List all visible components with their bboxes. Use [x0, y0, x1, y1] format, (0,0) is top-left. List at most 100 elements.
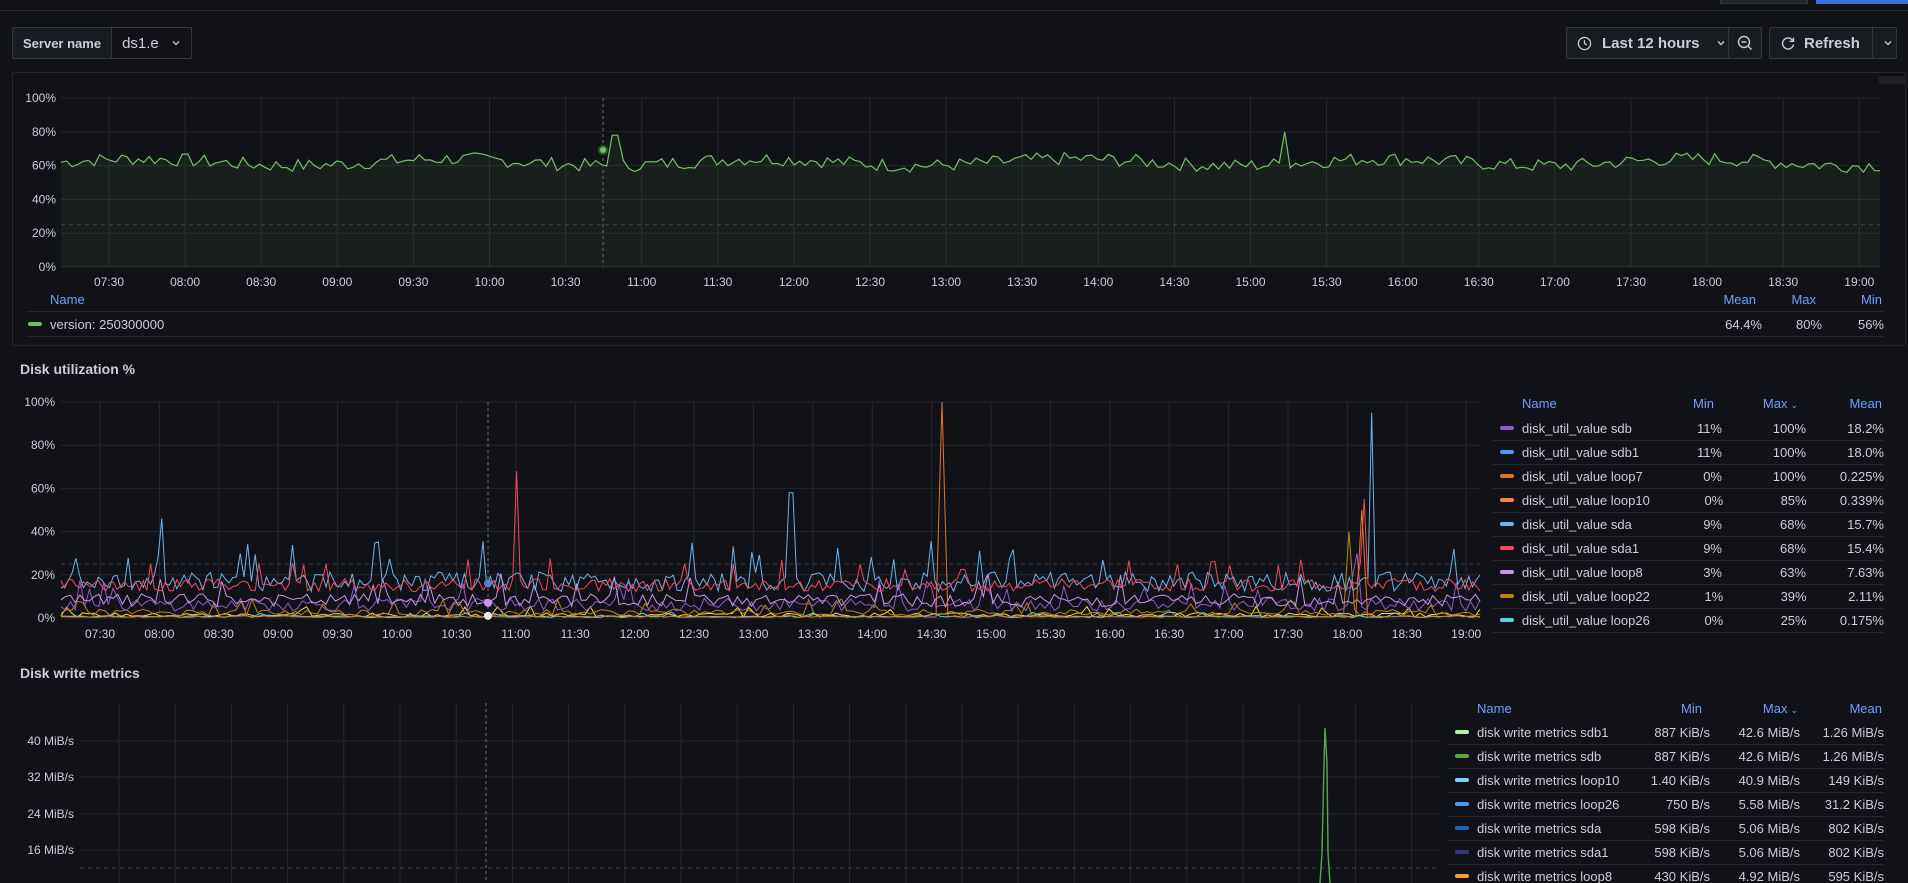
legend-series-name: disk write metrics loop26 [1477, 796, 1620, 812]
legend-row[interactable]: disk_util_value sda 9% 68% 15.7% [1492, 512, 1884, 537]
legend-row[interactable]: disk_util_value sda1 9% 68% 15.4% [1492, 536, 1884, 561]
legend-series-name: disk_util_value loop22 [1521, 588, 1650, 604]
legend-row[interactable]: disk_util_value loop8 3% 63% 7.63% [1492, 560, 1884, 585]
legend-row[interactable]: disk_util_value loop22 1% 39% 2.11% [1492, 584, 1884, 609]
legend-header-min[interactable]: Min [1681, 701, 1702, 716]
legend-max: 25% [1780, 612, 1807, 628]
y-tick-label: 0% [39, 260, 57, 274]
legend-header-mean[interactable]: Mean [1849, 701, 1882, 716]
hover-point [484, 611, 492, 620]
chevron-down-icon [1716, 38, 1726, 48]
legend-mean: 0.339% [1839, 492, 1884, 508]
legend-row[interactable]: disk write metrics sda1 598 KiB/s 5.06 MiB… [1447, 840, 1884, 865]
save-dashboard-button[interactable] [1816, 0, 1908, 4]
legend-row[interactable]: disk write metrics sdb1 887 KiB/s 42.6 MiB… [1447, 720, 1884, 745]
legend-row[interactable]: disk write metrics loop10 1.40 KiB/s 40.9 … [1447, 768, 1884, 793]
legend-header-max-label: Max [1762, 701, 1788, 716]
legend-row[interactable]: disk write metrics loop26 750 B/s 5.58 MiB… [1447, 792, 1884, 817]
legend-series-name: disk write metrics loop10 [1477, 772, 1620, 788]
legend-mean: 1.26 MiB/s [1822, 748, 1884, 764]
legend-series-name: version: 250300000 [50, 316, 165, 332]
legend-max: 100% [1772, 444, 1806, 460]
series-color-swatch [1500, 618, 1514, 622]
legend-row[interactable]: disk_util_value loop7 0% 100% 0.225% [1492, 464, 1884, 489]
legend-header-name[interactable]: Name [1522, 396, 1557, 411]
y-tick-label: 16 MiB/s [27, 843, 74, 857]
legend-row[interactable]: disk_util_value loop10 0% 85% 0.339% [1492, 488, 1884, 513]
legend-max: 63% [1779, 564, 1806, 580]
legend-header-max[interactable]: Max ⌄ [1763, 701, 1798, 716]
refresh-button[interactable]: Refresh [1804, 34, 1860, 52]
panel-scrollbar[interactable] [1879, 76, 1905, 84]
x-tick-label: 10:30 [441, 627, 471, 641]
legend-min: 598 KiB/s [1654, 820, 1710, 836]
server-name-select[interactable]: ds1.e [112, 27, 192, 59]
legend-row[interactable]: disk_util_value sdb 11% 100% 18.2% [1492, 416, 1884, 441]
x-tick-label: 18:00 [1332, 627, 1362, 641]
legend-series-name: disk_util_value sda1 [1522, 540, 1640, 556]
series-line [60, 573, 1481, 608]
legend-row[interactable]: version: 250300000 64.4% 80% 56% [26, 311, 1884, 337]
legend-max: 5.58 MiB/s [1738, 796, 1800, 812]
zoom-out-button[interactable] [1728, 27, 1762, 59]
share-button[interactable] [1720, 0, 1808, 4]
legend-header-mean[interactable]: Mean [1723, 292, 1756, 307]
legend-mean: 595 KiB/s [1828, 868, 1884, 883]
x-tick-label: 13:00 [738, 627, 768, 641]
disk-write-chart: 40 MiB/s 32 MiB/s 24 MiB/s 16 MiB/s [27, 703, 1440, 883]
y-tick-label: 40% [32, 192, 56, 206]
version-panel [12, 72, 1906, 346]
zoom-out-icon [1737, 35, 1753, 51]
legend-min: 11% [1696, 444, 1722, 460]
legend-header-name[interactable]: Name [50, 292, 85, 307]
panel-title[interactable]: Disk utilization % [20, 361, 136, 377]
legend-max: 4.92 MiB/s [1738, 868, 1800, 883]
y-tick-label: 20% [31, 568, 55, 582]
legend-series-name: disk_util_value loop7 [1522, 468, 1643, 484]
legend-header-min[interactable]: Min [1693, 396, 1714, 411]
legend-max: 100% [1772, 468, 1806, 484]
x-tick-label: 08:00 [170, 275, 200, 289]
legend-max: 39% [1780, 588, 1807, 604]
legend-series-name: disk_util_value sdb1 [1522, 444, 1640, 460]
x-tick-label: 08:30 [204, 627, 234, 641]
series-color-swatch [1455, 826, 1469, 830]
legend-max: 100% [1772, 420, 1806, 436]
legend-header-name[interactable]: Name [1477, 701, 1512, 716]
series-color-swatch [1455, 850, 1469, 854]
x-tick-label: 16:30 [1154, 627, 1184, 641]
legend-row[interactable]: disk write metrics loop8 430 KiB/s 4.92 Mi… [1447, 864, 1884, 883]
legend-header-min[interactable]: Min [1861, 292, 1882, 307]
refresh-picker[interactable]: Refresh [1769, 27, 1897, 59]
legend-row[interactable]: disk_util_value sdb1 11% 100% 18.0% [1492, 440, 1884, 465]
hover-point [484, 598, 492, 607]
legend-row[interactable]: disk_util_value loop26 0% 25% 0.175% [1492, 608, 1884, 633]
legend-min: 11% [1696, 420, 1722, 436]
panel-title[interactable]: Disk write metrics [20, 665, 140, 681]
legend-min: 0% [1704, 492, 1724, 508]
x-tick-label: 17:30 [1616, 275, 1646, 289]
y-tick-label: 100% [25, 91, 56, 105]
y-tick-label: 60% [31, 481, 55, 495]
legend-min: 3% [1703, 564, 1722, 580]
x-tick-label: 17:00 [1540, 275, 1570, 289]
x-tick-label: 09:30 [398, 275, 428, 289]
legend-header-mean[interactable]: Mean [1849, 396, 1882, 411]
legend-row[interactable]: disk write metrics sdb 887 KiB/s 42.6 MiB/… [1447, 744, 1884, 769]
series-color-swatch [28, 322, 42, 326]
refresh-interval-chevron-icon[interactable] [1883, 38, 1893, 48]
legend-mean: 15.7% [1847, 516, 1884, 532]
y-tick-label: 24 MiB/s [27, 807, 74, 821]
legend-header-max[interactable]: Max [1791, 292, 1816, 307]
series-color-swatch [1500, 546, 1514, 550]
legend-min: 430 KiB/s [1654, 868, 1710, 883]
legend-header-max[interactable]: Max ⌄ [1763, 396, 1798, 411]
legend-mean: 149 KiB/s [1828, 772, 1884, 788]
x-tick-label: 16:30 [1464, 275, 1494, 289]
legend-row[interactable]: disk write metrics sda 598 KiB/s 5.06 MiB/… [1447, 816, 1884, 841]
x-tick-label: 10:00 [474, 275, 504, 289]
y-tick-label: 0% [38, 611, 56, 625]
y-tick-label: 60% [32, 159, 56, 173]
sort-desc-icon: ⌄ [1790, 400, 1798, 410]
legend-series-name: disk write metrics loop8 [1477, 868, 1613, 883]
